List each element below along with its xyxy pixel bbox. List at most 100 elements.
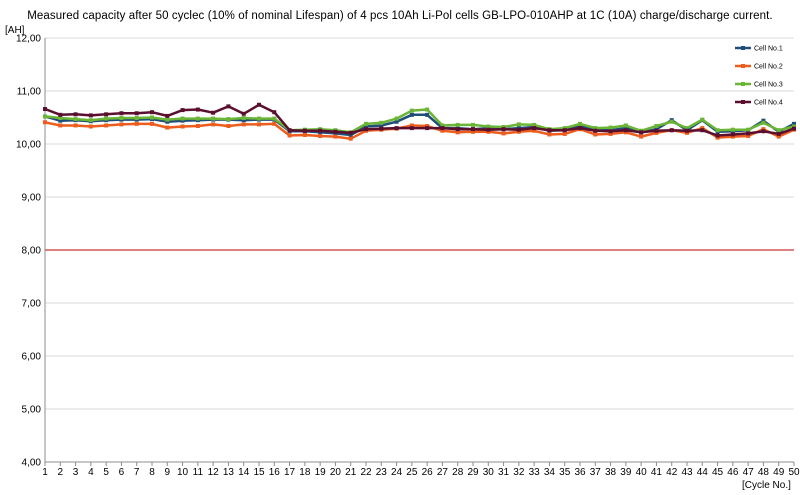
data-point <box>379 126 384 131</box>
legend-item: Cell No.3 <box>735 82 783 89</box>
data-point <box>455 127 460 132</box>
data-point <box>333 129 338 134</box>
x-tick-label: 15 <box>253 467 265 478</box>
data-point <box>180 124 185 129</box>
data-point <box>486 124 491 129</box>
data-point <box>287 128 292 133</box>
x-tick-label: 13 <box>223 467 235 478</box>
data-point <box>639 134 644 139</box>
x-tick-label: 32 <box>513 467 525 478</box>
x-tick-label: 23 <box>376 467 388 478</box>
data-point <box>516 129 521 134</box>
data-point <box>440 126 445 131</box>
data-point <box>593 128 598 133</box>
x-tick-label: 27 <box>437 467 449 478</box>
data-point <box>409 126 414 131</box>
x-tick-label: 6 <box>119 467 125 478</box>
data-point <box>58 116 63 121</box>
x-tick-label: 48 <box>758 467 770 478</box>
data-point <box>425 123 430 128</box>
x-tick-label: 9 <box>165 467 171 478</box>
data-point <box>226 123 231 128</box>
x-tick-label: 24 <box>391 467 403 478</box>
x-tick-label: 45 <box>712 467 724 478</box>
data-point <box>379 120 384 125</box>
data-point <box>180 118 185 123</box>
data-point <box>486 127 491 132</box>
data-point <box>700 128 705 133</box>
data-point <box>455 130 460 135</box>
legend-label: Cell No.2 <box>754 64 783 71</box>
data-point <box>302 128 307 133</box>
data-point <box>272 110 277 115</box>
x-tick-label: 46 <box>727 467 739 478</box>
data-point <box>685 126 689 131</box>
data-point <box>516 122 521 127</box>
data-point <box>43 114 47 119</box>
data-point <box>58 123 63 128</box>
data-point <box>440 123 445 128</box>
x-tick-label: 21 <box>345 467 357 478</box>
data-point <box>409 108 414 113</box>
x-tick-label: 18 <box>299 467 311 478</box>
data-point <box>287 133 292 138</box>
data-point <box>73 123 78 128</box>
data-point <box>195 107 200 112</box>
chart-title: Measured capacity after 50 cyclec (10% o… <box>27 10 773 22</box>
x-tick-label: 38 <box>605 467 617 478</box>
x-tick-label: 2 <box>58 467 64 478</box>
x-tick-label: 40 <box>636 467 648 478</box>
y-tick-label: 9,00 <box>22 193 42 204</box>
data-point <box>150 121 154 126</box>
x-tick-label: 49 <box>773 467 785 478</box>
data-point <box>180 116 185 121</box>
data-point <box>776 131 781 136</box>
data-point <box>165 119 170 124</box>
data-point <box>425 107 430 112</box>
x-tick-label: 37 <box>590 467 602 478</box>
data-point <box>43 107 47 112</box>
data-point <box>58 118 63 123</box>
data-point <box>623 123 628 128</box>
data-point <box>150 115 154 120</box>
data-point <box>654 123 659 128</box>
data-point <box>364 121 368 126</box>
x-tick-label: 1 <box>42 467 48 478</box>
series-line <box>44 108 795 134</box>
data-point <box>165 117 170 122</box>
data-point <box>226 104 231 109</box>
data-point <box>104 116 109 121</box>
data-point <box>88 113 93 118</box>
data-point <box>608 131 613 136</box>
x-tick-label: 25 <box>406 467 418 478</box>
data-point <box>623 130 628 135</box>
x-tick-label: 8 <box>149 467 155 478</box>
data-point <box>654 128 659 133</box>
data-point <box>547 132 552 137</box>
data-point <box>257 122 261 127</box>
data-point <box>119 111 124 116</box>
x-tick-label: 50 <box>788 467 800 478</box>
data-point <box>272 116 277 121</box>
data-point <box>409 112 414 117</box>
data-point <box>394 119 399 124</box>
data-point <box>471 122 475 127</box>
data-point <box>241 116 246 121</box>
data-point <box>471 127 475 132</box>
data-point <box>562 131 567 136</box>
data-point <box>119 116 124 121</box>
data-point <box>501 131 506 136</box>
data-point <box>761 120 766 125</box>
data-point <box>409 123 414 128</box>
data-point <box>776 134 781 139</box>
y-axis-label: [AH] <box>5 25 25 36</box>
legend-marker <box>741 64 745 68</box>
data-point <box>394 116 399 121</box>
x-tick-label: 44 <box>697 467 709 478</box>
x-tick-labels: 1 2 3 4 5 6 7 8 9 10 11 12 13 14 15 16 17 18 19 20 21 22 23 24 2… <box>42 467 800 478</box>
y-tick-label: 7,00 <box>22 299 42 310</box>
data-point <box>532 126 537 131</box>
data-point <box>88 124 93 129</box>
data-point <box>241 118 246 123</box>
data-point <box>364 127 368 132</box>
